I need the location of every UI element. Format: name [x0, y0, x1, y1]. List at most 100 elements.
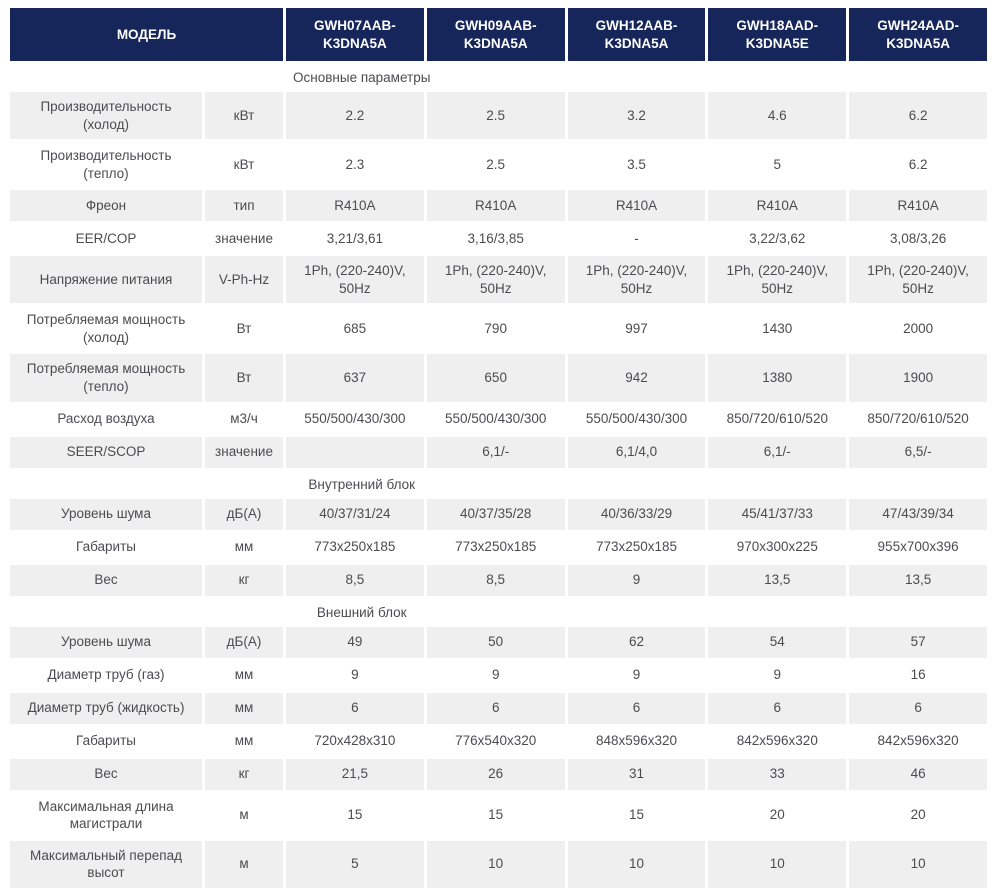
model-header-cell: МОДЕЛЬ: [10, 8, 283, 62]
value-cell: 9: [426, 659, 565, 691]
value-cell: 20: [849, 791, 987, 839]
value-cell: 9: [567, 659, 706, 691]
table-row: Напряжение питания V-Ph-Hz 1Ph, (220-240)V…: [10, 256, 987, 304]
param-cell: SEER/SCOP: [10, 436, 202, 468]
value-cell: R410A: [708, 190, 847, 222]
table-row: Максимальная длина магистрали м 15 15 15 20 20: [10, 791, 987, 839]
value-cell: 3.5: [567, 141, 706, 189]
value-cell: 773x250x185: [567, 531, 706, 563]
value-cell: 997: [567, 305, 706, 353]
spec-table: МОДЕЛЬ GWH07AAB- K3DNA5A GWH09AAB- K3DNA5…: [7, 6, 990, 890]
value-cell: 47/43/39/34: [849, 498, 987, 530]
value-cell: 31: [567, 758, 706, 790]
value-cell: 6: [849, 692, 987, 724]
value-cell: 49: [286, 626, 424, 658]
table-row: Диаметр труб (газ) мм 9 9 9 9 16: [10, 659, 987, 691]
value-cell: 6: [708, 692, 847, 724]
model-column-header: GWH18AAD- K3DNA5E: [708, 8, 847, 62]
table-row: Потребляемая мощность (холод) Вт 685 790 997…: [10, 305, 987, 353]
value-cell: 790: [426, 305, 565, 353]
param-cell: Фреон: [10, 190, 202, 222]
value-cell: [286, 436, 424, 468]
value-cell: 1Ph, (220-240)V, 50Hz: [286, 256, 424, 304]
value-cell: 8,5: [426, 564, 565, 596]
value-cell: R410A: [849, 190, 987, 222]
table-row: Потребляемая мощность (тепло) Вт 637 650 942…: [10, 354, 987, 402]
value-cell: 650: [426, 354, 565, 402]
section-row: Внешний блок: [10, 597, 987, 625]
value-cell: 720x428x310: [286, 725, 424, 757]
value-cell: 57: [849, 626, 987, 658]
value-cell: R410A: [426, 190, 565, 222]
param-cell: Производительность (тепло): [10, 141, 202, 189]
value-cell: 10: [708, 840, 847, 888]
unit-cell: дБ(А): [205, 498, 283, 530]
value-cell: 9: [286, 659, 424, 691]
value-cell: R410A: [567, 190, 706, 222]
value-cell: 1900: [849, 354, 987, 402]
unit-cell: Вт: [205, 354, 283, 402]
table-row: Уровень шума дБ(А) 40/37/31/24 40/37/35/28 4…: [10, 498, 987, 530]
value-cell: 550/500/430/300: [567, 403, 706, 435]
param-cell: Максимальная длина магистрали: [10, 791, 202, 839]
unit-cell: кВт: [205, 92, 283, 140]
value-cell: 40/37/35/28: [426, 498, 565, 530]
value-cell: 15: [286, 791, 424, 839]
param-cell: EER/COP: [10, 223, 202, 255]
section-title: Внутренний блок: [10, 469, 987, 497]
value-cell: 6.2: [849, 141, 987, 189]
section-row: Основные параметры: [10, 63, 987, 91]
value-cell: 550/500/430/300: [426, 403, 565, 435]
table-row: EER/COP значение 3,21/3,61 3,16/3,85-3,22/3…: [10, 223, 987, 255]
value-cell: 850/720/610/520: [849, 403, 987, 435]
value-cell: 3.2: [567, 92, 706, 140]
table-row: Производительность (холод) кВт 2.2 2.5 3.2 4.…: [10, 92, 987, 140]
value-cell: 20: [708, 791, 847, 839]
value-cell: 6,5/-: [849, 436, 987, 468]
value-cell: 970x300x225: [708, 531, 847, 563]
value-cell: R410A: [286, 190, 424, 222]
value-cell: 40/37/31/24: [286, 498, 424, 530]
value-cell: 4.6: [708, 92, 847, 140]
table-row: Габариты мм 720x428x310 776x540x320 848x596x…: [10, 725, 987, 757]
unit-cell: кг: [205, 564, 283, 596]
value-cell: 955x700x396: [849, 531, 987, 563]
unit-cell: мм: [205, 531, 283, 563]
value-cell: 850/720/610/520: [708, 403, 847, 435]
value-cell: 15: [426, 791, 565, 839]
value-cell: 1430: [708, 305, 847, 353]
table-row: Вес кг 8,5 8,5 9 13,5 13,5: [10, 564, 987, 596]
value-cell: 3,08/3,26: [849, 223, 987, 255]
value-cell: 26: [426, 758, 565, 790]
section-title: Основные параметры: [10, 63, 987, 91]
value-cell: 9: [567, 564, 706, 596]
value-cell: 45/41/37/33: [708, 498, 847, 530]
param-cell: Расход воздуха: [10, 403, 202, 435]
value-cell: 2.5: [426, 141, 565, 189]
value-cell: 10: [426, 840, 565, 888]
value-cell: 3,21/3,61: [286, 223, 424, 255]
param-cell: Диаметр труб (газ): [10, 659, 202, 691]
value-cell: 5: [286, 840, 424, 888]
value-cell: 1Ph, (220-240)V, 50Hz: [708, 256, 847, 304]
model-column-header: GWH09AAB- K3DNA5A: [426, 8, 565, 62]
value-cell: 1Ph, (220-240)V, 50Hz: [426, 256, 565, 304]
value-cell: 6: [426, 692, 565, 724]
value-cell: 1Ph, (220-240)V, 50Hz: [849, 256, 987, 304]
value-cell: 21,5: [286, 758, 424, 790]
param-cell: Диаметр труб (жидкость): [10, 692, 202, 724]
param-cell: Напряжение питания: [10, 256, 202, 304]
value-cell: 842x596x320: [708, 725, 847, 757]
value-cell: 942: [567, 354, 706, 402]
value-cell: 5: [708, 141, 847, 189]
table-row: Вес кг 21,5 26 31 33 46: [10, 758, 987, 790]
model-column-header: GWH24AAD- K3DNA5A: [849, 8, 987, 62]
param-cell: Максимальный перепад высот: [10, 840, 202, 888]
section-title: Внешний блок: [10, 597, 987, 625]
param-cell: Уровень шума: [10, 626, 202, 658]
unit-cell: мм: [205, 692, 283, 724]
param-cell: Габариты: [10, 531, 202, 563]
param-cell: Вес: [10, 564, 202, 596]
value-cell: 3,22/3,62: [708, 223, 847, 255]
value-cell: 773x250x185: [286, 531, 424, 563]
